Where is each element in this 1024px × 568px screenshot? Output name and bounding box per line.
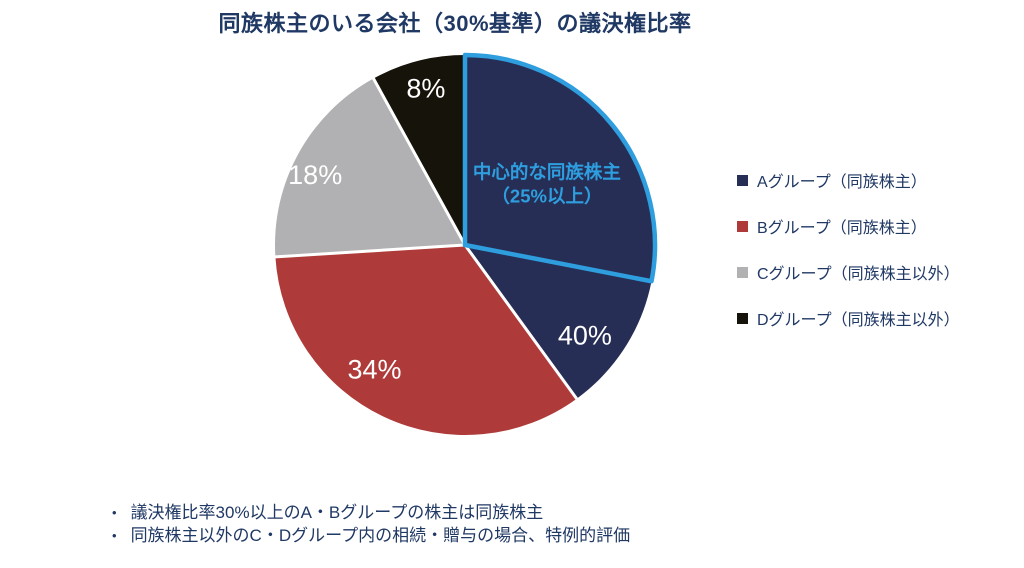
legend-item-d: Dグループ（同族株主以外） (737, 295, 960, 341)
note-text: 議決権比率30%以上のA・Bグループの株主は同族株主 (130, 503, 544, 522)
legend-swatch-icon (737, 266, 748, 278)
legend-item-a: Aグループ（同族株主） (737, 157, 960, 203)
notes-list: • 議決権比率30%以上のA・Bグループの株主は同族株主 • 同族株主以外のC・Dグル… (112, 501, 630, 547)
slice-separator-2 (273, 243, 467, 259)
highlight-label: 中心的な同族株主（25%以上） (473, 161, 621, 206)
pie-slice-c (275, 78, 465, 257)
slice-separator-1 (463, 243, 579, 401)
legend-swatch-icon (737, 220, 748, 232)
legend-swatch-icon (737, 174, 748, 186)
note-text: 同族株主以外のC・Dグループ内の相続・贈与の場合、特例的評価 (130, 526, 631, 545)
legend: Aグループ（同族株主） Bグループ（同族株主） Cグループ（同族株主以外） Dグループ… (737, 157, 960, 341)
pie-slice-d (373, 55, 465, 245)
slice-separator-3 (371, 77, 467, 247)
highlight-outline (462, 52, 658, 284)
pie-percent-label-c: 18% (288, 160, 342, 190)
legend-item-b: Bグループ（同族株主） (737, 203, 960, 249)
pie-slice-a (465, 55, 655, 399)
bullet-icon: • (112, 528, 117, 543)
chart-title: 同族株主のいる会社（30%基準）の議決権比率 (218, 11, 692, 36)
bullet-icon: • (112, 505, 117, 520)
legend-item-label: Cグループ（同族株主以外） (757, 266, 960, 283)
pie-percent-label-d: 8% (406, 73, 445, 103)
pie-percent-label-a: 40% (558, 320, 612, 350)
note-item-2: • 同族株主以外のC・Dグループ内の相続・贈与の場合、特例的評価 (112, 524, 630, 547)
legend-item-label: Bグループ（同族株主） (757, 220, 927, 237)
legend-item-label: Dグループ（同族株主以外） (757, 312, 960, 329)
legend-item-label: Aグループ（同族株主） (757, 174, 927, 191)
pie-slice-b (275, 245, 577, 436)
pie-percent-label-b: 34% (348, 355, 402, 385)
legend-item-c: Cグループ（同族株主以外） (737, 249, 960, 295)
note-item-1: • 議決権比率30%以上のA・Bグループの株主は同族株主 (112, 501, 630, 524)
legend-swatch-icon (737, 312, 748, 324)
